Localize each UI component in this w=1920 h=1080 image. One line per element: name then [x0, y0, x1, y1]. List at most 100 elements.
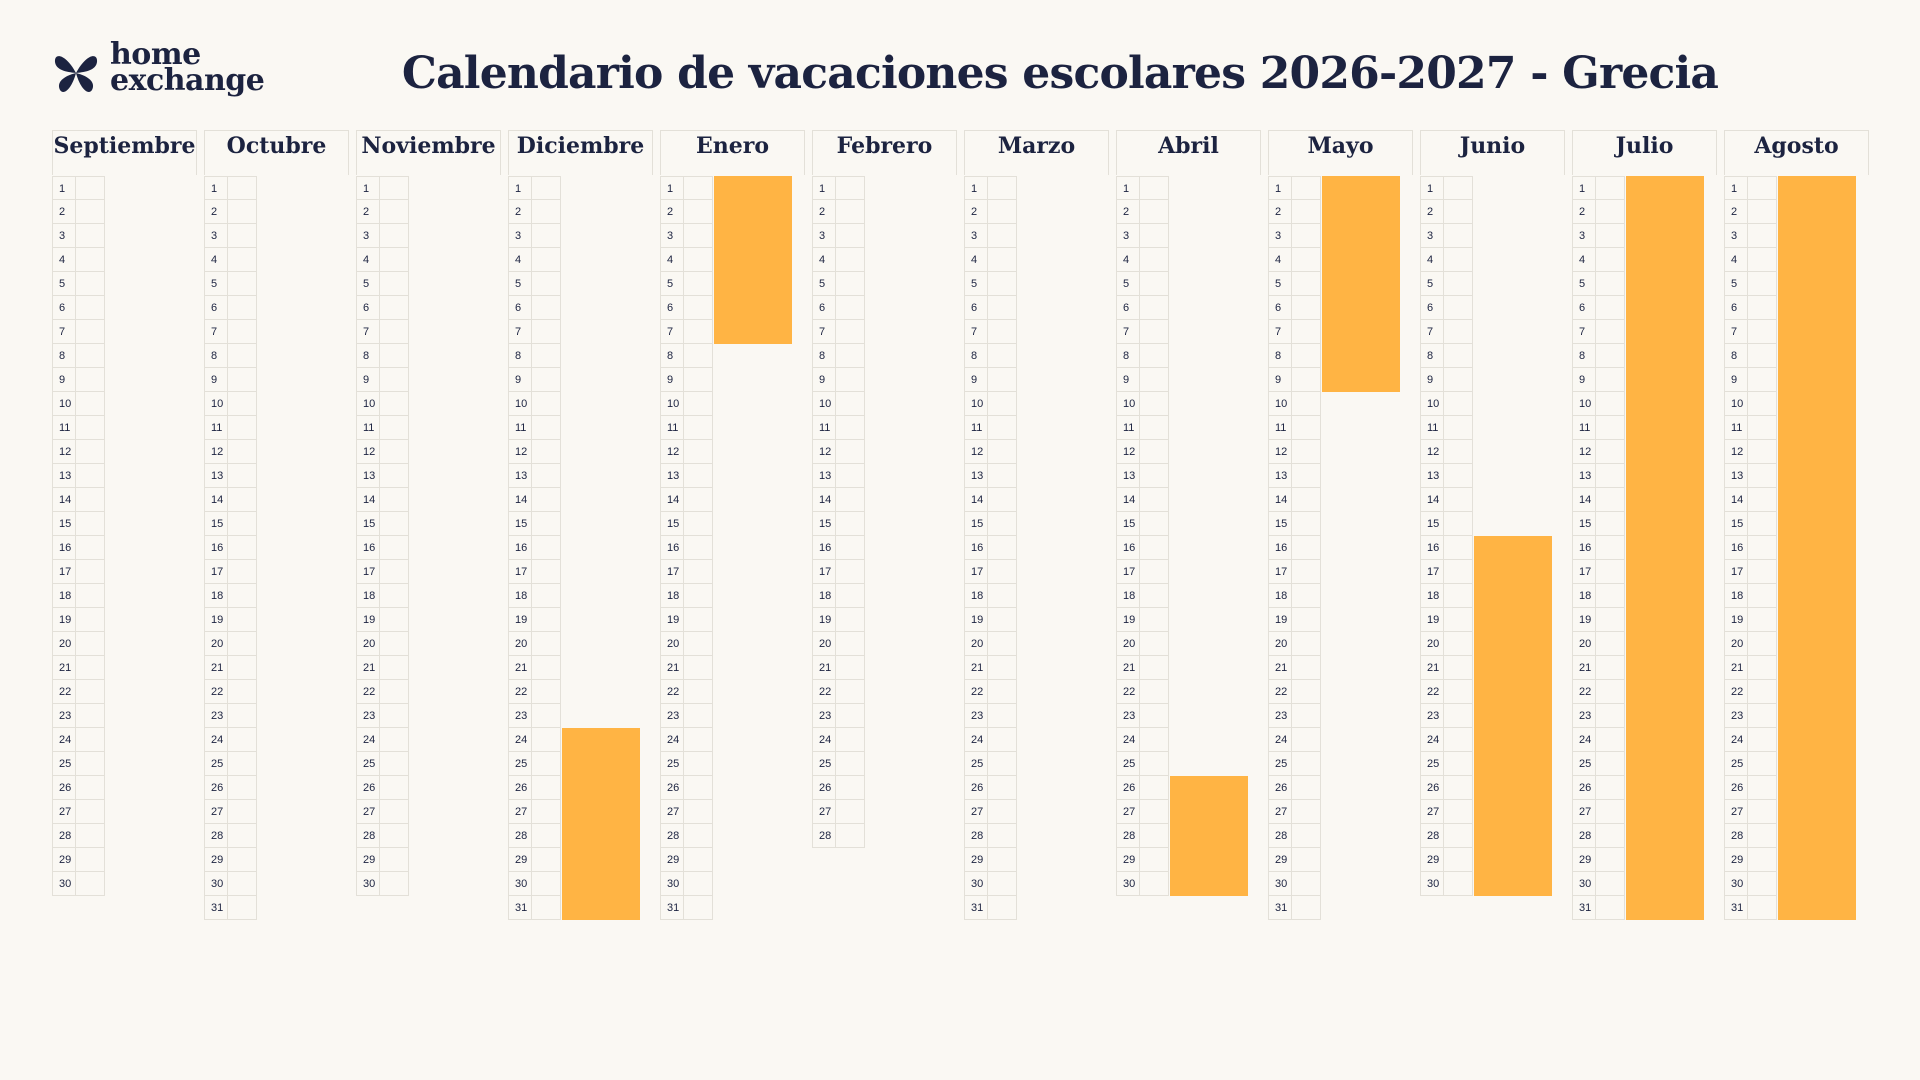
day-cell — [1596, 488, 1625, 512]
day-cell — [532, 248, 561, 272]
day-number: 23 — [1724, 704, 1748, 728]
day-row: 5 — [1724, 272, 1777, 296]
day-number: 27 — [1420, 800, 1444, 824]
day-cell — [684, 704, 713, 728]
day-cell — [1444, 248, 1473, 272]
day-cell — [1596, 800, 1625, 824]
day-cell — [76, 272, 105, 296]
day-number: 26 — [204, 776, 228, 800]
day-row: 13 — [1724, 464, 1777, 488]
day-number: 9 — [356, 368, 380, 392]
day-cell — [532, 392, 561, 416]
day-number: 1 — [812, 176, 836, 200]
day-number: 8 — [1724, 344, 1748, 368]
day-number: 7 — [1116, 320, 1140, 344]
day-number: 9 — [1268, 368, 1292, 392]
day-number: 15 — [1724, 512, 1748, 536]
day-cell — [228, 488, 257, 512]
day-row: 14 — [1724, 488, 1777, 512]
day-cell — [1444, 728, 1473, 752]
day-number: 28 — [964, 824, 988, 848]
day-number: 24 — [964, 728, 988, 752]
day-cell — [532, 656, 561, 680]
day-row: 13 — [1116, 464, 1169, 488]
day-cell — [684, 584, 713, 608]
day-number: 6 — [204, 296, 228, 320]
day-number: 23 — [204, 704, 228, 728]
day-number: 3 — [1116, 224, 1140, 248]
day-number: 19 — [1116, 608, 1140, 632]
day-row: 25 — [1572, 752, 1625, 776]
day-number: 29 — [1420, 848, 1444, 872]
day-row: 23 — [52, 704, 105, 728]
day-cell — [1748, 608, 1777, 632]
day-row: 31 — [1268, 896, 1321, 920]
day-number: 31 — [1268, 896, 1292, 920]
day-number: 20 — [204, 632, 228, 656]
day-row: 24 — [52, 728, 105, 752]
day-number: 2 — [1268, 200, 1292, 224]
day-number: 25 — [52, 752, 76, 776]
day-number: 21 — [1268, 656, 1292, 680]
day-cell — [1292, 440, 1321, 464]
day-cell — [1140, 560, 1169, 584]
day-number: 9 — [964, 368, 988, 392]
day-row: 29 — [1116, 848, 1169, 872]
day-cell — [228, 848, 257, 872]
day-row: 6 — [1724, 296, 1777, 320]
day-cell — [228, 536, 257, 560]
day-number: 30 — [204, 872, 228, 896]
day-cell — [1292, 800, 1321, 824]
day-number: 1 — [52, 176, 76, 200]
day-row: 5 — [660, 272, 713, 296]
day-number: 28 — [1116, 824, 1140, 848]
day-row: 23 — [1268, 704, 1321, 728]
day-row: 28 — [660, 824, 713, 848]
day-number: 6 — [660, 296, 684, 320]
day-cell — [228, 440, 257, 464]
day-row: 30 — [508, 872, 561, 896]
day-cell — [1596, 512, 1625, 536]
day-cell — [1140, 344, 1169, 368]
day-row: 14 — [660, 488, 713, 512]
day-row: 27 — [1116, 800, 1169, 824]
day-number: 11 — [204, 416, 228, 440]
day-cell — [1748, 752, 1777, 776]
day-cell — [684, 728, 713, 752]
day-cell — [1292, 824, 1321, 848]
day-number: 5 — [52, 272, 76, 296]
day-row: 18 — [52, 584, 105, 608]
day-number: 16 — [660, 536, 684, 560]
day-number: 8 — [660, 344, 684, 368]
day-number: 26 — [1724, 776, 1748, 800]
day-number: 15 — [1420, 512, 1444, 536]
day-cell — [532, 728, 561, 752]
day-number: 19 — [1724, 608, 1748, 632]
day-cell — [988, 680, 1017, 704]
day-cell — [1596, 776, 1625, 800]
day-row: 16 — [964, 536, 1017, 560]
day-cell — [836, 800, 865, 824]
day-number: 12 — [508, 440, 532, 464]
day-cell — [380, 704, 409, 728]
day-row: 22 — [508, 680, 561, 704]
day-row: 3 — [1116, 224, 1169, 248]
day-number: 7 — [508, 320, 532, 344]
day-number: 23 — [1572, 704, 1596, 728]
day-row: 19 — [1268, 608, 1321, 632]
day-row: 26 — [1572, 776, 1625, 800]
day-row: 7 — [1420, 320, 1473, 344]
day-cell — [988, 176, 1017, 200]
day-row: 29 — [660, 848, 713, 872]
day-cell — [532, 752, 561, 776]
day-row: 28 — [356, 824, 409, 848]
day-number: 5 — [1268, 272, 1292, 296]
day-cell — [836, 752, 865, 776]
day-number: 28 — [812, 824, 836, 848]
day-cell — [1748, 776, 1777, 800]
day-number: 9 — [508, 368, 532, 392]
day-cell — [76, 632, 105, 656]
day-cell — [76, 512, 105, 536]
day-number: 17 — [1572, 560, 1596, 584]
day-cell — [1140, 536, 1169, 560]
